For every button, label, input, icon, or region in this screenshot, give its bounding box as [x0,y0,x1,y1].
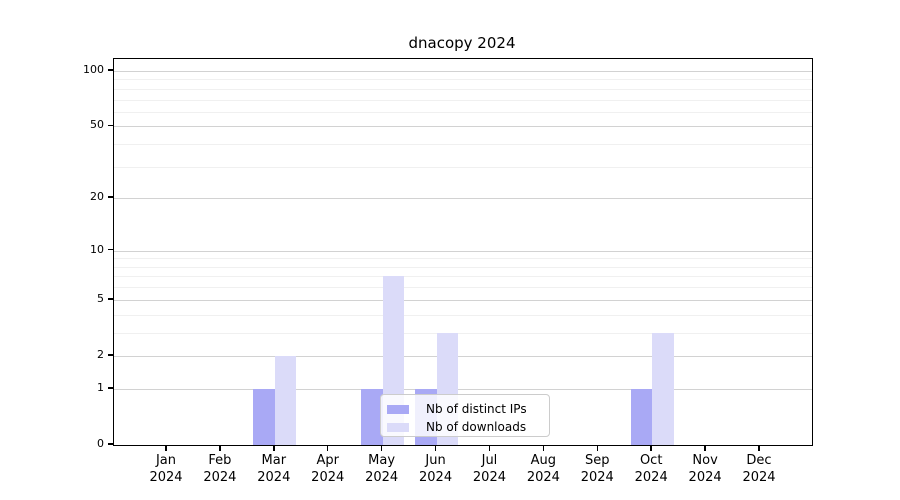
y-tick-mark [108,298,113,300]
bar-downloads-mar [274,356,297,445]
minor-gridline [114,276,812,278]
x-tick-label: Jul 2024 [472,453,506,485]
minor-gridline [114,258,812,260]
legend-label: Nb of downloads [426,420,527,434]
y-tick-label: 0 [97,437,104,450]
x-tick-mark [488,445,491,451]
x-tick-label: May 2024 [365,453,399,485]
legend-item: Nb of distinct IPs [387,402,549,416]
y-tick-mark [108,387,113,389]
major-gridline [114,198,812,200]
minor-gridline [114,88,812,90]
legend-swatch-distinct-ips [387,404,409,414]
x-tick-mark [650,445,652,451]
y-tick-label: 10 [90,242,104,256]
y-tick-mark [108,69,113,71]
y-tick-label: 1 [97,380,104,394]
x-tick-label: Jan 2024 [149,453,183,485]
y-tick-mark [108,248,113,251]
x-tick-label: Feb 2024 [203,453,237,485]
x-tick-mark [758,445,760,451]
x-tick-mark [326,445,329,451]
x-tick-mark [596,445,599,451]
y-tick-mark [108,354,113,356]
x-tick-mark [219,445,221,451]
major-gridline [114,126,812,128]
x-tick-label: Mar 2024 [257,453,291,485]
minor-gridline [114,79,812,81]
x-tick-label: Oct 2024 [634,453,668,485]
major-gridline [114,250,812,252]
y-tick-mark [108,196,113,198]
y-tick-label: 2 [97,347,104,361]
minor-gridline [114,287,812,289]
x-tick-mark [704,445,706,451]
major-gridline [114,356,812,357]
minor-gridline [114,166,812,168]
y-tick-label: 50 [90,118,104,132]
x-tick-mark [273,445,275,451]
x-tick-label: Aug 2024 [526,453,560,485]
y-tick-label: 5 [97,291,104,305]
legend-swatch-downloads [387,422,409,432]
bar-distinct-ips-may [361,388,383,445]
major-gridline [114,299,812,301]
bar-distinct-ips-mar [253,388,275,445]
x-tick-mark [542,445,545,451]
y-tick-mark [108,443,113,445]
x-tick-mark [434,445,437,451]
minor-gridline [114,314,812,316]
x-tick-label: Dec 2024 [742,453,776,485]
major-gridline [114,388,812,390]
minor-gridline [114,266,812,268]
major-gridline [114,70,812,72]
x-tick-label: Nov 2024 [688,453,722,485]
bar-distinct-ips-oct [630,388,653,445]
legend: Nb of distinct IPs Nb of downloads [380,394,550,437]
bar-downloads-oct [652,332,674,445]
x-tick-label: Jun 2024 [419,453,453,485]
x-tick-label: Apr 2024 [311,453,345,485]
minor-gridline [114,111,812,113]
legend-label: Nb of distinct IPs [426,402,527,416]
minor-gridline [114,144,812,145]
x-tick-label: Sep 2024 [580,453,614,485]
y-tick-label: 20 [90,190,104,204]
y-tick-label: 100 [83,62,104,76]
legend-item: Nb of downloads [387,420,549,434]
x-tick-mark [165,445,167,451]
y-tick-mark [108,124,113,127]
x-tick-mark [380,445,383,451]
plot-area: Nb of distinct IPs Nb of downloads [113,58,813,446]
minor-gridline [114,332,812,334]
minor-gridline [114,99,812,101]
chart-title: dnacopy 2024 [408,34,516,52]
